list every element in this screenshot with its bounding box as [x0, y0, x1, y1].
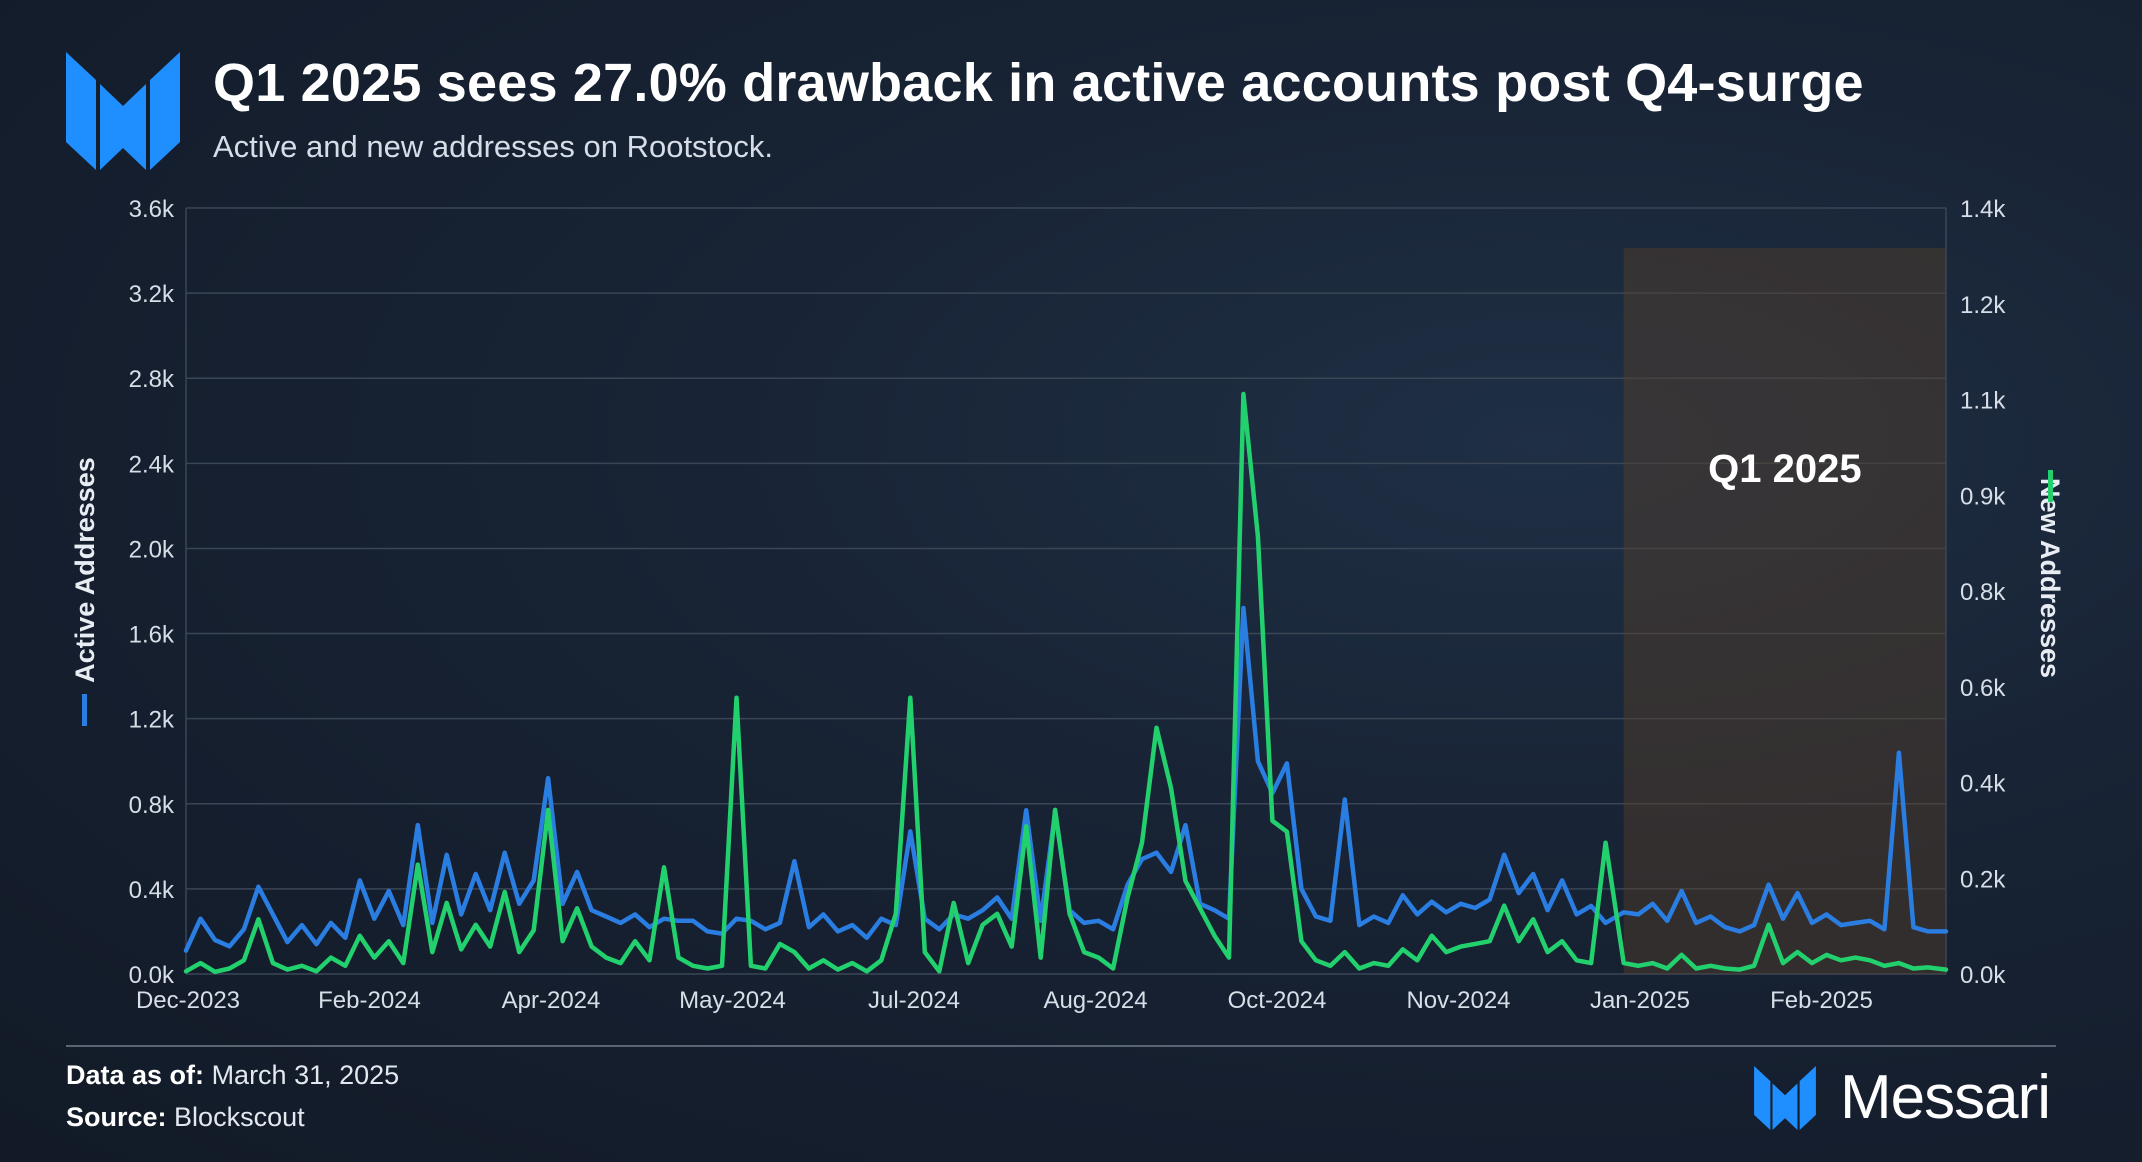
right-tick-label: 1.2k [1960, 292, 2006, 319]
left-axis-title: Active Addresses [70, 457, 100, 683]
x-tick-label: Oct-2024 [1228, 987, 1327, 1014]
x-tick-label: Aug-2024 [1043, 987, 1147, 1014]
chart-title: Q1 2025 sees 27.0% drawback in active ac… [213, 53, 1864, 113]
x-tick-label: Nov-2024 [1406, 987, 1510, 1014]
left-tick-label: 0.4k [129, 877, 175, 904]
chart-subtitle: Active and new addresses on Rootstock. [213, 129, 774, 164]
x-tick-label: Apr-2024 [502, 987, 601, 1014]
footer-divider [66, 1045, 2056, 1047]
source-value: Blockscout [174, 1102, 305, 1132]
series-lines [183, 391, 1949, 975]
x-tick-label: Feb-2025 [1770, 987, 1873, 1014]
left-tick-label: 2.4k [129, 451, 175, 478]
left-tick-label: 0.8k [129, 792, 175, 819]
x-tick-label: Jan-2025 [1590, 987, 1690, 1014]
messari-brand-icon [1754, 1066, 1816, 1130]
data-as-of-label: Data as of: [66, 1060, 205, 1090]
right-axis-title: New Addresses [2035, 478, 2065, 678]
left-tick-label: 1.6k [129, 622, 175, 649]
left-tick-label: 1.2k [129, 707, 175, 734]
left-tick-label: 0.0k [129, 962, 175, 989]
left-tick-label: 3.2k [129, 281, 175, 308]
x-tick-label: May-2024 [679, 987, 786, 1014]
left-tick-label: 2.0k [129, 536, 175, 563]
source-label: Source: [66, 1102, 167, 1132]
right-axis-legend-swatch [2048, 470, 2053, 502]
x-axis-ticks: Dec-2023 Feb-2024 Apr-2024 May-2024 Jul-2024… [136, 987, 1873, 1014]
right-tick-label: 0.6k [1960, 675, 2006, 702]
source: Source: Blockscout [66, 1102, 305, 1133]
data-as-of: Data as of: March 31, 2025 [66, 1060, 399, 1091]
right-tick-label: 0.2k [1960, 866, 2006, 893]
right-tick-label: 0.0k [1960, 962, 2006, 989]
x-tick-label: Jul-2024 [868, 987, 960, 1014]
q1-2025-label: Q1 2025 [1708, 447, 1861, 491]
left-axis-legend-swatch [82, 694, 87, 726]
messari-brand: Messari [1752, 1062, 2082, 1134]
q1-2025-highlight [1623, 248, 1946, 974]
data-as-of-value: March 31, 2025 [211, 1060, 400, 1090]
brand-name: Messari [1840, 1063, 2051, 1132]
x-tick-label: Feb-2024 [318, 987, 421, 1014]
right-tick-label: 0.9k [1960, 483, 2006, 510]
left-axis-ticks: 0.0k 0.4k 0.8k 1.2k 1.6k 2.0k 2.4k 2.8k 3.2k 3.6k [129, 196, 175, 989]
right-tick-label: 0.4k [1960, 771, 2006, 798]
right-tick-label: 1.4k [1960, 196, 2006, 223]
left-axis-label: Active Addresses [70, 457, 100, 683]
right-axis-ticks: 0.0k 0.2k 0.4k 0.6k 0.8k 0.9k 1.1k 1.2k 1.4k [1960, 196, 2006, 989]
x-tick-label: Dec-2023 [136, 987, 240, 1014]
chart: Q1 2025 0.0k 0.4k 0.8k 1.2k 1.6k 2.0k 2.4k 2.8k… [70, 196, 2065, 1014]
right-tick-label: 1.1k [1960, 388, 2006, 415]
left-tick-label: 2.8k [129, 366, 175, 393]
new-addresses-line [183, 391, 1949, 975]
right-tick-label: 0.8k [1960, 579, 2006, 606]
messari-logo-icon [66, 52, 180, 170]
right-axis-label: New Addresses [2035, 478, 2065, 678]
left-tick-label: 3.6k [129, 196, 175, 223]
